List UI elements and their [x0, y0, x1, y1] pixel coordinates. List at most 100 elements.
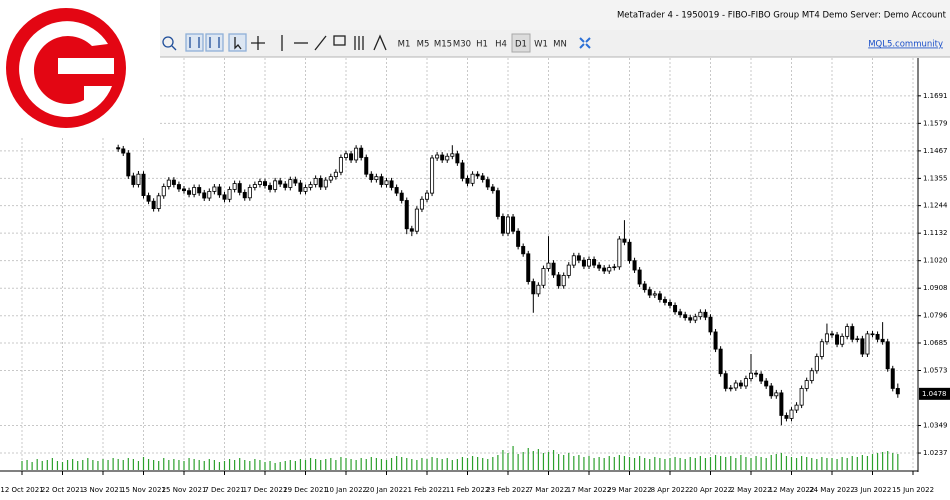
x-tick-label: 7 Dec 2021	[204, 486, 244, 494]
current-price-label: 1.0478	[922, 390, 947, 398]
candle-body	[440, 154, 445, 161]
candle-body	[592, 259, 597, 266]
candle-body	[738, 382, 743, 387]
x-tick-label: 12 May 2022	[769, 486, 815, 494]
x-tick-label: 17 Dec 2021	[243, 486, 288, 494]
timeframe-button[interactable]: M1	[398, 40, 411, 50]
elliott-icon[interactable]	[373, 34, 387, 51]
shift-icon[interactable]	[205, 33, 224, 52]
candle-body	[551, 262, 556, 276]
candle-body	[465, 177, 470, 184]
timeframe-button[interactable]: M5	[417, 40, 430, 50]
y-tick-label: 1.1020	[923, 257, 948, 265]
candle-body	[673, 304, 678, 313]
candle-body	[688, 317, 693, 321]
candle-body	[389, 180, 394, 188]
candle-body	[232, 183, 237, 190]
candle-body	[662, 299, 667, 303]
x-tick-label: 20 Apr 2022	[689, 486, 732, 494]
candle-body	[521, 246, 526, 255]
x-tick-label: 29 Dec 2021	[283, 486, 328, 494]
timeframe-button[interactable]: H1	[476, 40, 488, 50]
candle-body	[759, 373, 764, 382]
candle-body	[121, 148, 126, 154]
candle-body	[328, 176, 333, 181]
candle-body	[799, 388, 804, 406]
x-tick-label: 17 Mar 2022	[567, 486, 611, 494]
x-tick-label: 3 Jun 2022	[854, 486, 892, 494]
autoscroll-icon[interactable]	[185, 33, 204, 52]
candle-body	[511, 216, 516, 232]
candle-body	[435, 154, 440, 159]
x-tick-label: 15 Jun 2022	[892, 486, 934, 494]
candle-body	[212, 186, 217, 192]
candle-body	[612, 266, 617, 269]
cursor-icon[interactable]	[228, 33, 247, 52]
candle-body	[850, 326, 855, 340]
candle-body	[242, 191, 247, 199]
candle-body	[617, 238, 622, 268]
candle-body	[576, 255, 581, 261]
x-tick-label: 25 Nov 2021	[162, 486, 207, 494]
timeframe-button[interactable]: W1	[534, 40, 548, 50]
candle-body	[718, 348, 723, 375]
candle-body	[581, 259, 586, 267]
candle-body	[541, 268, 546, 286]
trendline-icon[interactable]	[314, 35, 327, 51]
candle-body	[819, 341, 824, 357]
y-tick-label: 1.0685	[923, 339, 948, 347]
x-tick-label: 1 Feb 2022	[407, 486, 446, 494]
candle-body	[126, 152, 131, 177]
candle-body	[713, 331, 718, 350]
y-tick-label: 1.1691	[923, 92, 948, 100]
candle-body	[354, 147, 359, 161]
y-tick-label: 1.0908	[923, 284, 948, 292]
candle-body	[693, 316, 698, 321]
fibo-icon[interactable]	[354, 36, 364, 50]
candle-body	[343, 153, 348, 158]
candle-body	[227, 189, 232, 200]
candle-body	[890, 368, 895, 389]
timeframe-button[interactable]: M30	[453, 40, 471, 50]
candle-body	[652, 293, 657, 296]
candle-body	[824, 333, 829, 343]
x-tick-label: 11 Feb 2022	[446, 486, 490, 494]
candle-body	[642, 283, 647, 291]
candle-body	[146, 195, 151, 202]
timeframe-button[interactable]: H4	[495, 40, 507, 50]
x-tick-label: 2 May 2022	[730, 486, 771, 494]
fullscreen-icon[interactable]	[579, 37, 591, 49]
logo-mark	[19, 21, 112, 118]
candle-body	[131, 175, 136, 185]
candle-body	[678, 311, 683, 316]
y-tick-label: 1.0237	[923, 449, 948, 457]
candle-body	[728, 387, 733, 390]
crosshair-icon[interactable]	[251, 36, 265, 50]
candle-body	[708, 316, 713, 333]
text-icon[interactable]	[333, 35, 346, 46]
candle-body	[369, 173, 374, 181]
candle-body	[870, 333, 875, 336]
candle-body	[359, 147, 364, 158]
candle-body	[657, 293, 662, 300]
timeframe-button[interactable]: MN	[553, 40, 567, 50]
candle-body	[475, 173, 480, 177]
x-tick-label: 15 Nov 2021	[121, 486, 166, 494]
candle-body	[855, 338, 860, 341]
candle-body	[207, 191, 212, 199]
candle-body	[430, 157, 435, 194]
community-link[interactable]: MQL5.community	[868, 40, 943, 50]
candle-body	[571, 255, 576, 266]
window-title: MetaTrader 4 - 1950019 - FIBO-FIBO Group…	[617, 11, 947, 21]
candle-body	[597, 264, 602, 269]
candle-body	[637, 269, 642, 285]
candle-body	[683, 314, 688, 319]
x-tick-label: 22 Oct 2021	[41, 486, 84, 494]
candle-body	[116, 147, 121, 150]
candle-body	[141, 173, 146, 196]
timeframe-button[interactable]: D1	[515, 40, 527, 50]
zoom-icon[interactable]	[162, 36, 174, 48]
candle-body	[531, 281, 536, 295]
timeframe-button[interactable]: M15	[434, 40, 452, 50]
